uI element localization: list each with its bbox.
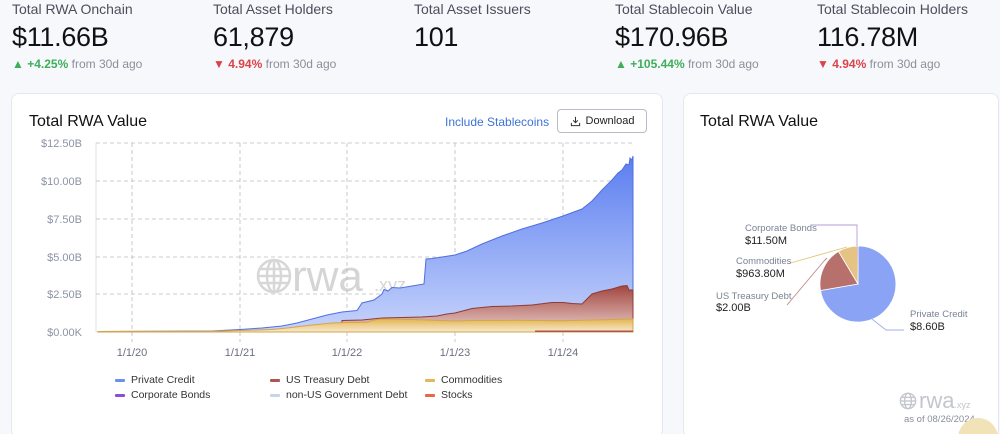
download-label: Download xyxy=(585,115,635,127)
legend-label: Corporate Bonds xyxy=(131,389,211,401)
legend-stocks[interactable]: Stocks xyxy=(425,389,473,401)
x-axis: 1/1/20 1/1/21 1/1/22 1/1/23 1/1/24 xyxy=(117,347,579,359)
pie-label-us-treasury-debt-name: US Treasury Debt xyxy=(716,291,792,302)
pie-title: Total RWA Value xyxy=(700,113,818,130)
pie-slice-us-treasury-debt[interactable] xyxy=(819,250,859,291)
svg-text:$5.00B: $5.00B xyxy=(47,252,82,264)
svg-text:1/1/20: 1/1/20 xyxy=(117,347,148,359)
legend-label: Stocks xyxy=(441,389,473,401)
stat-value: 61,879 xyxy=(213,22,294,52)
stat-value: $170.96B xyxy=(615,22,729,52)
svg-text:$2.50B: $2.50B xyxy=(47,289,82,301)
legend-swatch xyxy=(270,393,280,397)
delta-suffix: from 30d ago xyxy=(869,57,941,71)
svg-text:1/1/22: 1/1/22 xyxy=(332,347,363,359)
pie-label-commodities-value: $963.80M xyxy=(736,268,785,280)
stat-delta: ▲ +4.25% from 30d ago xyxy=(12,57,142,71)
stat-delta: ▲ +105.44% from 30d ago xyxy=(615,57,759,71)
rwa-watermark: rwa .xyz xyxy=(256,252,406,301)
stat-label: Total Stablecoin Value xyxy=(615,1,753,17)
pie-label-private-credit-value: $8.60B xyxy=(910,321,945,333)
pie-label-private-credit-name: Private Credit xyxy=(910,309,968,320)
floating-action-button[interactable] xyxy=(958,418,998,434)
stat-delta: ▼ 4.94% from 30d ago xyxy=(817,57,940,71)
svg-text:$0.00K: $0.00K xyxy=(47,327,83,339)
delta-value: +105.44% xyxy=(630,57,685,71)
pie-slice-commodities[interactable] xyxy=(837,245,859,286)
pie-label-commodities-name: Commodities xyxy=(736,256,792,267)
delta-value: 4.94% xyxy=(832,57,867,71)
delta-suffix: from 30d ago xyxy=(687,57,759,71)
download-icon xyxy=(570,116,580,126)
stat-value: $11.66B xyxy=(12,22,109,52)
chart-title: Total RWA Value xyxy=(29,113,147,130)
as-of-date: as of 08/26/2024 xyxy=(904,414,975,425)
legend-swatch xyxy=(425,393,435,397)
up-arrow-icon: ▲ xyxy=(12,57,24,71)
legend-private-credit[interactable]: Private Credit xyxy=(115,374,195,386)
area-chart[interactable]: $12.50B $10.00B $7.50B $5.00B $2.50B $0.… xyxy=(12,94,664,434)
stat-label: Total Asset Issuers xyxy=(414,1,531,17)
stat-label: Total RWA Onchain xyxy=(12,1,133,17)
svg-text:1/1/24: 1/1/24 xyxy=(548,347,579,359)
stat-value: 101 xyxy=(414,22,459,52)
legend-swatch xyxy=(115,378,125,382)
legend-label: Commodities xyxy=(441,374,503,386)
legend-non-us-government-debt[interactable]: non-US Government Debt xyxy=(270,389,407,401)
legend-label: non-US Government Debt xyxy=(286,389,408,401)
pie-chart[interactable] xyxy=(684,94,1000,434)
stat-label: Total Stablecoin Holders xyxy=(817,1,968,17)
globe-icon xyxy=(899,392,917,410)
rwa-watermark-small: rwa .xyz xyxy=(899,388,970,414)
y-axis: $12.50B $10.00B $7.50B $5.00B $2.50B $0.… xyxy=(41,138,83,339)
legend-swatch xyxy=(425,378,435,382)
pie-label-us-treasury-debt-value: $2.00B xyxy=(716,302,751,314)
down-arrow-icon: ▼ xyxy=(817,57,829,71)
delta-suffix: from 30d ago xyxy=(265,57,337,71)
svg-text:1/1/23: 1/1/23 xyxy=(440,347,471,359)
delta-value: +4.25% xyxy=(27,57,69,71)
legend-label: Private Credit xyxy=(131,374,195,386)
svg-text:1/1/21: 1/1/21 xyxy=(225,347,256,359)
series-commodities[interactable] xyxy=(97,318,634,333)
legend-corporate-bonds[interactable]: Corporate Bonds xyxy=(115,389,210,401)
legend-commodities[interactable]: Commodities xyxy=(425,374,502,386)
legend-swatch xyxy=(270,378,280,382)
legend-swatch xyxy=(115,393,125,397)
delta-value: 4.94% xyxy=(228,57,263,71)
svg-text:rwa: rwa xyxy=(292,252,363,301)
stats-row: Total RWA Onchain $11.66B ▲ +4.25% from … xyxy=(0,0,1000,80)
pie-label-corporate-bonds-name: Corporate Bonds xyxy=(745,223,817,234)
download-button[interactable]: Download xyxy=(557,109,647,133)
down-arrow-icon: ▼ xyxy=(213,57,225,71)
rwa-value-area-chart-card: Total RWA Value Include Stablecoins Down… xyxy=(11,93,663,434)
svg-text:$12.50B: $12.50B xyxy=(41,138,82,150)
svg-text:$7.50B: $7.50B xyxy=(47,214,82,226)
series-private-credit[interactable] xyxy=(97,155,634,333)
svg-text:$10.00B: $10.00B xyxy=(41,176,82,188)
stat-value: 116.78M xyxy=(817,22,918,52)
pie-leader-lines xyxy=(786,224,904,331)
pie-slices xyxy=(819,245,897,323)
rwa-value-pie-card: Total RWA Value Corporate Bonds $11.50M … xyxy=(683,93,999,434)
include-stablecoins-link[interactable]: Include Stablecoins xyxy=(445,115,550,129)
stat-label: Total Asset Holders xyxy=(213,1,333,17)
globe-icon xyxy=(256,258,292,294)
watermark-suffix: .xyz xyxy=(954,400,971,410)
legend-us-treasury-debt[interactable]: US Treasury Debt xyxy=(270,374,369,386)
stat-delta: ▼ 4.94% from 30d ago xyxy=(213,57,336,71)
watermark-brand: rwa xyxy=(919,388,955,413)
delta-suffix: from 30d ago xyxy=(71,57,143,71)
up-arrow-icon: ▲ xyxy=(615,57,627,71)
pie-label-corporate-bonds-value: $11.50M xyxy=(745,235,787,247)
legend-label: US Treasury Debt xyxy=(286,374,370,386)
